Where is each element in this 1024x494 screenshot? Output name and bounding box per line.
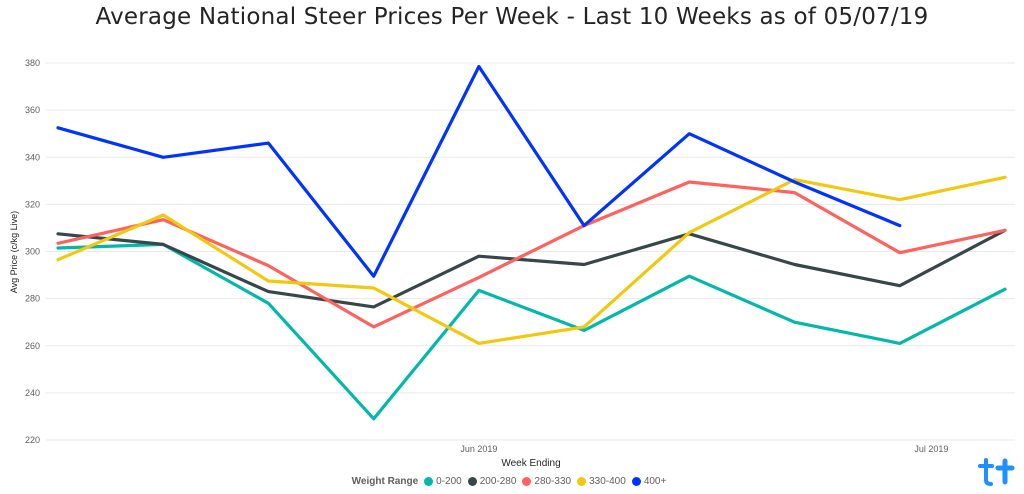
- legend-item-400+[interactable]: 400+: [631, 476, 667, 487]
- y-axis-label: Avg Price (c/kg Live): [9, 211, 19, 293]
- legend-marker: [577, 477, 587, 486]
- y-tick-label: 220: [25, 435, 40, 445]
- y-tick-label: 280: [25, 294, 40, 304]
- series-line-200-280[interactable]: [56, 228, 1007, 309]
- legend-item-330-400[interactable]: 330-400: [577, 476, 626, 487]
- line-chart: 220 240 260 280 300 320 340 360 380 Jun 2019 Jul …: [9, 58, 1015, 469]
- legend-marker: [631, 477, 641, 486]
- y-tick-label: 320: [25, 199, 40, 209]
- x-axis-label: Week Ending: [501, 458, 560, 469]
- series-line-0-200[interactable]: [56, 242, 1007, 421]
- legend-label: 330-400: [589, 476, 626, 487]
- y-tick-label: 360: [25, 105, 40, 115]
- y-tick-label: 240: [25, 388, 40, 398]
- legend-label: 280-330: [534, 476, 572, 487]
- legend-item-200-280[interactable]: 200-280: [467, 476, 517, 487]
- x-tick-label: Jun 2019: [460, 444, 497, 454]
- legend-label: 400+: [643, 476, 667, 487]
- legend-label: 0-200: [436, 476, 462, 487]
- legend-title: Weight Range: [351, 476, 419, 487]
- legend-item-280-330[interactable]: 280-330: [522, 476, 571, 487]
- legend-marker: [467, 477, 477, 486]
- legend-marker: [522, 477, 532, 486]
- app-logo-icon: [978, 458, 1015, 486]
- legend-marker: [424, 477, 434, 486]
- legend-label: 200-280: [479, 476, 517, 487]
- legend-item-0-200[interactable]: 0-200: [424, 476, 462, 487]
- y-tick-label: 300: [25, 247, 40, 257]
- series-line-400+[interactable]: [56, 64, 902, 278]
- series-line-330-400[interactable]: [56, 175, 1007, 345]
- y-tick-label: 340: [25, 152, 40, 162]
- y-tick-label: 260: [25, 341, 40, 351]
- x-tick-label: Jul 2019: [914, 444, 948, 454]
- chart-title: Average National Steer Prices Per Week -…: [95, 4, 929, 30]
- y-tick-label: 380: [25, 58, 40, 68]
- series-line-280-330[interactable]: [56, 180, 1007, 329]
- legend: Weight Range 0-200 200-280 280-330 330-400 4…: [0, 476, 1024, 487]
